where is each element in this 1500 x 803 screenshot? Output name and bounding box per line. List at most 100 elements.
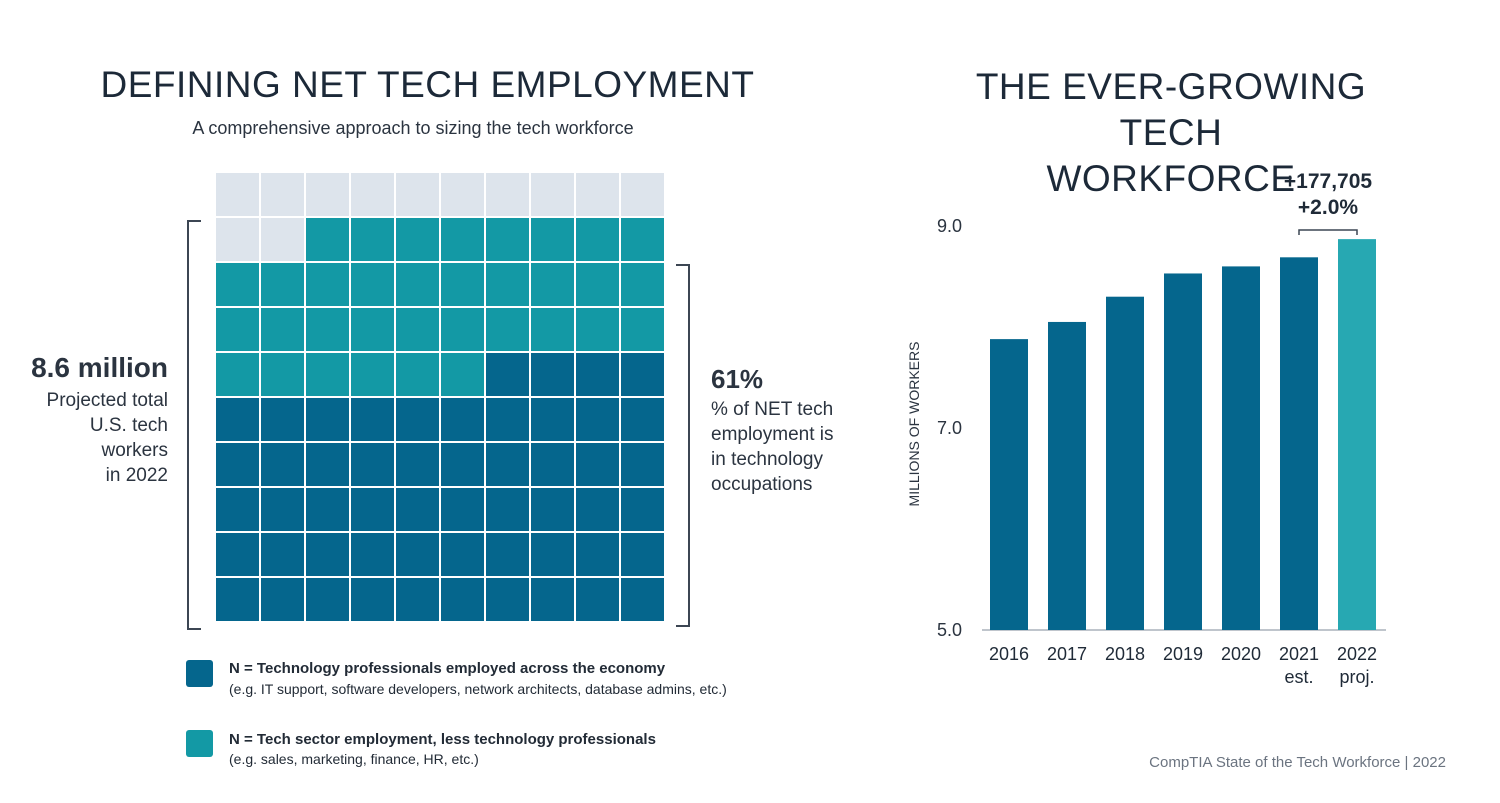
y-tick-label: 5.0 — [937, 620, 962, 640]
pct-desc-line: % of NET tech — [711, 399, 834, 420]
waffle-cell-tech-professional — [531, 353, 574, 396]
waffle-cell-tech-professional — [621, 353, 664, 396]
waffle-cell-tech-professional — [306, 443, 349, 486]
waffle-cell-tech-professional — [306, 398, 349, 441]
waffle-cell-tech-sector — [396, 263, 439, 306]
annotation-label: +177,705 — [1284, 170, 1372, 193]
waffle-cell-tech-sector — [576, 308, 619, 351]
right-title-line-2: WORKFORCE — [1046, 158, 1296, 199]
left-title: DEFINING NET TECH EMPLOYMENT — [100, 64, 755, 105]
waffle-cell-empty — [351, 173, 394, 216]
waffle-cell-tech-sector — [486, 308, 529, 351]
waffle-cell-tech-sector — [531, 308, 574, 351]
waffle-cell-tech-sector — [621, 218, 664, 261]
waffle-cell-empty — [306, 173, 349, 216]
y-axis-label: MILLIONS OF WORKERS — [906, 342, 922, 507]
waffle-cell-tech-professional — [441, 398, 484, 441]
waffle-cell-tech-professional — [621, 443, 664, 486]
waffle-cell-tech-sector — [351, 308, 394, 351]
legend-title: N = Technology professionals employed ac… — [229, 660, 666, 677]
tech-occupation-percent: 61% — [711, 364, 764, 394]
waffle-cell-tech-professional — [441, 488, 484, 531]
waffle-cell-tech-professional — [531, 398, 574, 441]
bar — [1106, 296, 1144, 630]
waffle-cell-tech-professional — [576, 578, 619, 621]
waffle-cell-tech-professional — [486, 443, 529, 486]
legend-swatch — [186, 660, 213, 687]
waffle-cell-tech-sector — [486, 218, 529, 261]
waffle-cell-tech-professional — [351, 488, 394, 531]
waffle-cell-tech-professional — [621, 533, 664, 576]
waffle-cell-tech-professional — [486, 398, 529, 441]
waffle-cell-tech-professional — [486, 533, 529, 576]
legend-title: N = Tech sector employment, less technol… — [229, 731, 656, 748]
waffle-cell-tech-professional — [216, 533, 259, 576]
x-tick-label: 2020 — [1221, 644, 1261, 664]
x-tick-label: 2022 — [1337, 644, 1377, 664]
annotation-bracket — [1298, 229, 1358, 235]
right-title: THE EVER-GROWING TECH WORKFORCE — [938, 64, 1404, 202]
waffle-cell-tech-sector — [441, 218, 484, 261]
waffle-cell-tech-professional — [396, 398, 439, 441]
pct-desc-line: in technology — [711, 449, 823, 470]
bar — [990, 339, 1028, 630]
waffle-cell-tech-professional — [396, 488, 439, 531]
waffle-cell-tech-professional — [306, 533, 349, 576]
waffle-cell-tech-professional — [441, 443, 484, 486]
waffle-cell-tech-professional — [486, 578, 529, 621]
total-desc-line: Projected total — [46, 390, 168, 411]
x-tick-label: 2017 — [1047, 644, 1087, 664]
waffle-cell-tech-sector — [576, 218, 619, 261]
waffle-cell-tech-sector — [261, 308, 304, 351]
waffle-cell-tech-sector — [306, 353, 349, 396]
waffle-cell-tech-professional — [531, 533, 574, 576]
waffle-cell-tech-professional — [576, 353, 619, 396]
waffle-cell-empty — [486, 173, 529, 216]
y-tick-label: 9.0 — [937, 216, 962, 236]
legend-subtitle: (e.g. IT support, software developers, n… — [229, 681, 727, 697]
waffle-cell-tech-professional — [261, 398, 304, 441]
left-bracket — [187, 220, 201, 630]
total-desc-line: U.S. tech — [89, 415, 168, 436]
waffle-cell-tech-professional — [621, 398, 664, 441]
total-desc-line: in 2022 — [105, 465, 168, 486]
legend-swatch — [186, 730, 213, 757]
waffle-cell-tech-professional — [396, 578, 439, 621]
waffle-cell-tech-sector — [351, 263, 394, 306]
waffle-cell-tech-professional — [351, 533, 394, 576]
waffle-cell-tech-professional — [396, 443, 439, 486]
annotation-label: +2.0% — [1298, 196, 1358, 219]
waffle-cell-tech-professional — [441, 533, 484, 576]
waffle-cell-empty — [396, 173, 439, 216]
waffle-cell-tech-professional — [216, 398, 259, 441]
waffle-cell-tech-professional — [621, 578, 664, 621]
legend-subtitle: (e.g. sales, marketing, finance, HR, etc… — [229, 751, 479, 767]
waffle-cell-tech-sector — [621, 308, 664, 351]
waffle-cell-tech-sector — [441, 308, 484, 351]
waffle-cell-tech-sector — [216, 308, 259, 351]
total-desc-line: workers — [101, 440, 168, 461]
waffle-cell-tech-professional — [576, 533, 619, 576]
waffle-cell-tech-sector — [486, 263, 529, 306]
waffle-cell-empty — [576, 173, 619, 216]
bar — [1164, 273, 1202, 630]
waffle-cell-tech-sector — [531, 263, 574, 306]
waffle-cell-tech-professional — [306, 578, 349, 621]
total-workers-value: 8.6 million — [31, 352, 168, 383]
waffle-cell-tech-professional — [576, 488, 619, 531]
waffle-cell-tech-sector — [531, 218, 574, 261]
waffle-cell-tech-professional — [261, 488, 304, 531]
waffle-cell-tech-professional — [261, 533, 304, 576]
x-tick-label: proj. — [1339, 667, 1374, 687]
waffle-cell-tech-sector — [261, 353, 304, 396]
waffle-cell-tech-sector — [396, 353, 439, 396]
waffle-cell-tech-professional — [351, 578, 394, 621]
waffle-cell-tech-sector — [396, 308, 439, 351]
waffle-cell-tech-professional — [351, 398, 394, 441]
waffle-cell-tech-sector — [441, 353, 484, 396]
waffle-cell-tech-professional — [486, 353, 529, 396]
waffle-cell-tech-sector — [216, 353, 259, 396]
waffle-cell-tech-professional — [531, 578, 574, 621]
waffle-cell-tech-professional — [576, 398, 619, 441]
waffle-cell-empty — [441, 173, 484, 216]
